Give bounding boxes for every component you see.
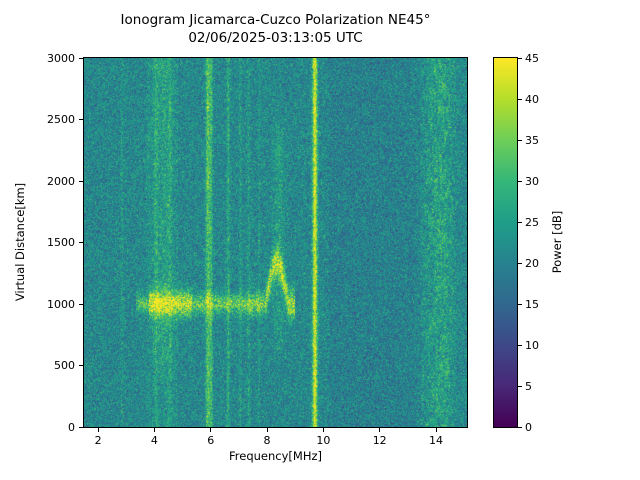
colorbar-tick-label: 15 <box>525 297 539 311</box>
x-tick-label: 4 <box>150 434 158 447</box>
colorbar-tick-mark <box>518 57 522 59</box>
colorbar-tick-label: 40 <box>525 92 539 106</box>
x-tick-mark <box>266 428 268 432</box>
colorbar-tick-mark <box>518 98 522 100</box>
y-tick-mark <box>79 426 83 428</box>
colorbar-tick-mark <box>518 139 522 141</box>
plot-area <box>83 57 468 428</box>
x-tick-label: 10 <box>316 434 331 447</box>
y-tick-mark <box>79 57 83 59</box>
colorbar-tick-label: 30 <box>525 174 539 188</box>
y-tick-mark <box>79 365 83 366</box>
y-tick-label: 3000 <box>47 51 75 65</box>
colorbar-tick-mark <box>518 426 522 428</box>
x-tick-label: 8 <box>263 434 271 447</box>
colorbar-tick-label: 35 <box>525 133 539 147</box>
x-tick-label: 6 <box>207 434 215 447</box>
ionogram-heatmap <box>84 58 467 427</box>
colorbar-tick-label: 20 <box>525 256 539 270</box>
colorbar-gradient <box>494 58 517 427</box>
y-tick-mark <box>79 180 83 182</box>
colorbar-tick-mark <box>518 344 522 346</box>
colorbar-tick-mark <box>518 180 522 182</box>
colorbar-tick-label: 25 <box>525 215 539 229</box>
colorbar-label: Power [dB] <box>550 210 564 274</box>
colorbar-tick-label: 45 <box>525 51 539 65</box>
x-tick-label: 2 <box>94 434 102 447</box>
y-tick-mark <box>79 303 83 305</box>
y-tick-label: 1500 <box>47 236 75 249</box>
x-tick-mark <box>153 428 155 432</box>
chart-title: Ionogram Jicamarca-Cuzco Polarization NE… <box>120 12 431 28</box>
y-tick-label: 0 <box>68 420 75 434</box>
colorbar-tick-mark <box>518 262 522 264</box>
x-tick-label: 14 <box>429 434 444 447</box>
x-axis-label: Frequency[MHz] <box>229 449 322 463</box>
y-tick-mark <box>79 119 83 120</box>
chart-subtitle: 02/06/2025-03:13:05 UTC <box>188 30 363 46</box>
y-tick-label: 1000 <box>47 297 75 311</box>
colorbar-tick-mark <box>518 303 522 305</box>
colorbar <box>493 57 518 428</box>
y-tick-label: 2500 <box>47 113 75 126</box>
colorbar-tick-label: 10 <box>525 338 539 352</box>
y-axis-label: Virtual Distance[km] <box>13 182 27 302</box>
colorbar-tick-label: 5 <box>525 379 532 393</box>
y-tick-label: 2000 <box>47 174 75 188</box>
colorbar-tick-label: 0 <box>525 420 532 434</box>
x-tick-mark <box>210 428 212 432</box>
y-tick-mark <box>79 242 83 243</box>
colorbar-tick-mark <box>518 221 522 223</box>
x-tick-mark <box>379 428 381 432</box>
colorbar-tick-mark <box>518 385 522 387</box>
y-tick-label: 500 <box>54 359 75 372</box>
x-tick-mark <box>322 428 324 432</box>
x-tick-mark <box>435 428 437 432</box>
x-tick-mark <box>97 428 99 432</box>
x-tick-label: 12 <box>372 434 387 447</box>
